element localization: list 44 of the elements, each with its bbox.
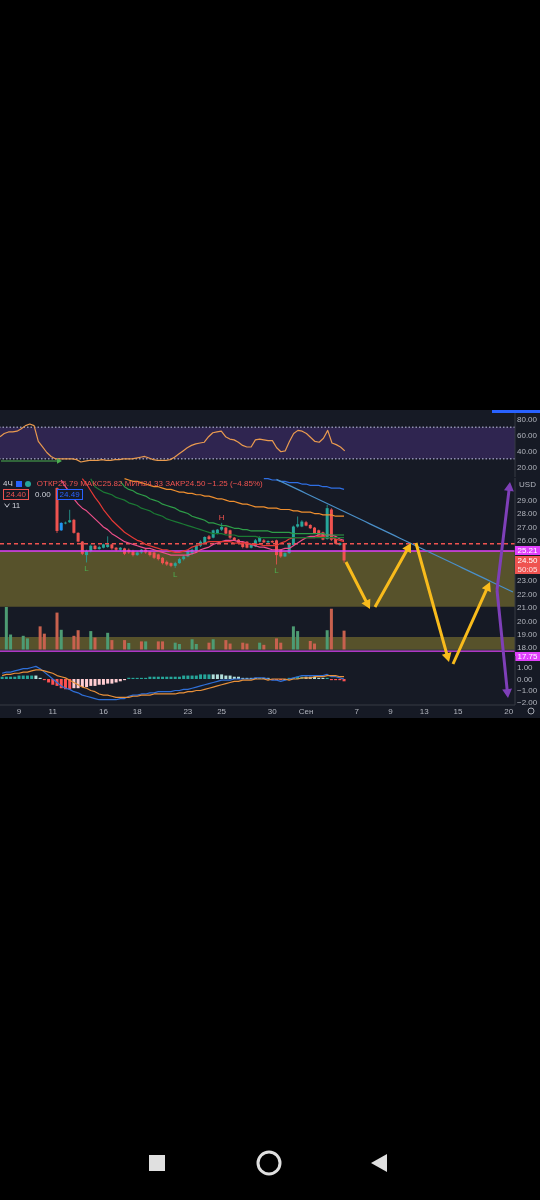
x-tick-label: 15 bbox=[453, 706, 464, 716]
y-tick-label: 27.00 bbox=[517, 522, 538, 532]
text: L bbox=[172, 569, 178, 579]
y-tick-label: 22.00 bbox=[517, 589, 538, 599]
x-tick-label: 9 bbox=[388, 706, 394, 716]
ref-line-label: 17.75 bbox=[515, 652, 540, 662]
x-tick-label: 11 bbox=[48, 706, 58, 716]
y-tick-label: 21.00 bbox=[517, 603, 538, 613]
x-tick-label: 7 bbox=[354, 706, 360, 716]
y-axis-title: USD bbox=[518, 480, 537, 489]
x-tick-label: 25 bbox=[217, 706, 227, 716]
x-tick-label: 16 bbox=[98, 706, 109, 716]
y-tick-label: 23.00 bbox=[517, 576, 538, 586]
x-tick-label: 9 bbox=[16, 706, 22, 716]
y-tick-label: 26.00 bbox=[517, 536, 538, 546]
y-tick-label: 19.00 bbox=[517, 630, 538, 640]
y-tick-label: 29.00 bbox=[517, 495, 538, 505]
text: H bbox=[218, 512, 225, 522]
y-tick-label: 18.00 bbox=[517, 643, 538, 653]
annotation: 24.50 bbox=[515, 555, 540, 565]
text: 50:05 bbox=[515, 564, 540, 574]
y-tick-label: 60.00 bbox=[517, 430, 538, 440]
x-tick-label: 13 bbox=[419, 706, 430, 716]
y-tick-label: 20.00 bbox=[517, 616, 538, 626]
y-tick-label: −1.00 bbox=[517, 686, 538, 696]
x-tick-label: 23 bbox=[183, 706, 193, 716]
chart-title: 4Ч bbox=[3, 479, 13, 488]
annotation: 0.00 bbox=[33, 490, 53, 499]
text: L bbox=[274, 566, 279, 576]
y-tick-label: 80.00 bbox=[517, 415, 538, 425]
ref-line-label: 25.21 bbox=[515, 546, 540, 556]
y-tick-label: 1.00 bbox=[517, 663, 534, 673]
x-tick-label: Сен bbox=[298, 706, 314, 716]
x-tick-label: 20 bbox=[504, 706, 514, 716]
y-tick-label: 28.00 bbox=[517, 509, 538, 519]
y-tick-label: 0.00 bbox=[517, 674, 534, 684]
annotation: 24.40 bbox=[3, 489, 30, 500]
x-tick-label: 18 bbox=[132, 706, 143, 716]
y-tick-label: 20.00 bbox=[517, 462, 538, 472]
annotation: 11 bbox=[12, 501, 21, 510]
y-tick-label: −2.00 bbox=[517, 697, 538, 707]
x-tick-label: 30 bbox=[267, 706, 278, 716]
text: L bbox=[84, 564, 89, 574]
y-tick-label: 40.00 bbox=[517, 446, 538, 456]
